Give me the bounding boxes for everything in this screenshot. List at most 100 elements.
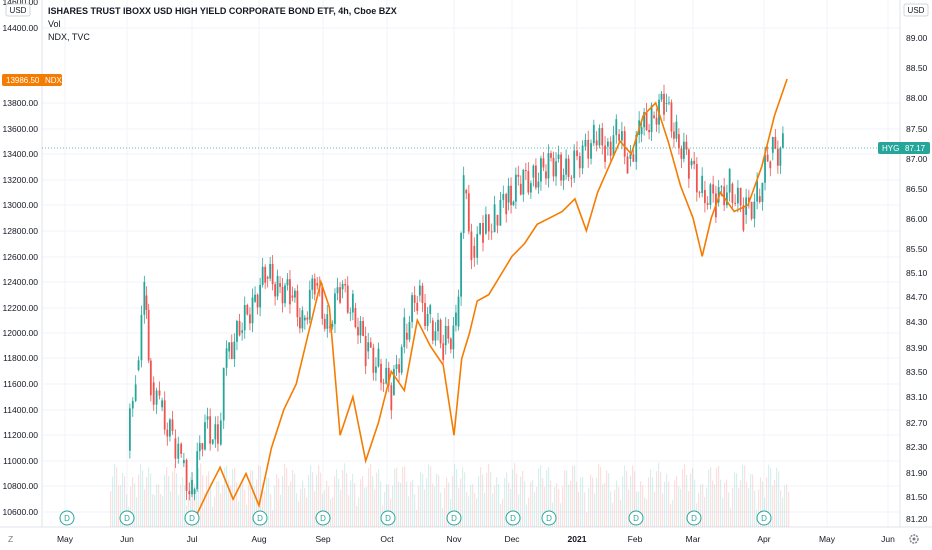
volume-bar: [524, 481, 526, 527]
dividend-marker[interactable]: D: [252, 510, 268, 526]
volume-bar: [658, 463, 660, 527]
right-tick-label: 87.00: [906, 154, 928, 164]
candle-body: [447, 326, 450, 339]
volume-bar: [542, 478, 544, 527]
volume-bar: [618, 486, 620, 527]
dividend-marker[interactable]: D: [446, 510, 462, 526]
dividend-label: D: [633, 514, 639, 523]
volume-bar: [516, 473, 518, 527]
candle-body: [328, 326, 331, 328]
dividend-marker[interactable]: D: [686, 510, 702, 526]
volume-bar: [484, 493, 486, 527]
candle-body: [169, 419, 171, 437]
dividend-marker[interactable]: D: [380, 510, 396, 526]
gear-icon-outer: [909, 534, 919, 544]
volume-bar: [592, 477, 594, 527]
candle-body: [251, 297, 254, 324]
left-tick-label: 11400.00: [3, 405, 38, 415]
timezone-icon[interactable]: Z: [8, 534, 13, 544]
volume-bar: [212, 506, 214, 527]
right-currency-badge[interactable]: USD: [903, 3, 929, 17]
left-currency-badge[interactable]: USD: [5, 3, 31, 17]
left-tick-label: 13200.00: [3, 175, 39, 185]
candle-body: [193, 489, 196, 495]
candle-body: [766, 154, 769, 162]
volume-bar: [622, 476, 624, 527]
candle-body: [678, 134, 680, 149]
candle-body: [476, 233, 479, 258]
volume-bar: [254, 486, 256, 527]
volume-bar: [654, 491, 656, 527]
volume-bar: [580, 477, 582, 527]
candle-body: [653, 115, 655, 118]
candle-body: [482, 223, 484, 243]
dividend-marker[interactable]: D: [119, 510, 135, 526]
candle-body: [557, 154, 560, 159]
candle-body: [236, 321, 238, 342]
dividend-marker[interactable]: D: [756, 510, 772, 526]
candle-body: [301, 310, 304, 329]
candle-body: [393, 368, 395, 395]
candle-body: [303, 317, 306, 321]
candle-body: [535, 165, 537, 188]
candle-body: [604, 145, 606, 162]
volume-bar: [292, 469, 294, 527]
volume-bar: [436, 473, 438, 527]
left-tick-label: 12800.00: [3, 226, 39, 236]
candle-body: [128, 408, 131, 451]
candle-body: [334, 293, 336, 325]
candle-body: [188, 490, 191, 495]
volume-bar: [228, 479, 230, 527]
volume-bar: [332, 497, 334, 527]
gear-icon[interactable]: [909, 534, 919, 544]
candle-body: [606, 141, 609, 147]
candle-body: [693, 160, 696, 165]
volume-bar: [676, 475, 678, 527]
volume-bar: [762, 481, 764, 527]
candle-body: [632, 154, 635, 162]
volume-bar: [720, 479, 722, 527]
candle-body: [519, 183, 522, 195]
dividend-marker[interactable]: D: [628, 510, 644, 526]
volume-bar: [196, 487, 198, 527]
candle-body: [747, 197, 750, 202]
volume-bar: [110, 491, 112, 527]
candle-body: [166, 429, 169, 437]
dividend-marker[interactable]: D: [505, 510, 521, 526]
volume-bar: [244, 489, 246, 527]
dividend-marker[interactable]: D: [59, 510, 75, 526]
volume-bar: [392, 485, 394, 527]
volume-bar: [182, 477, 184, 527]
candle-body: [219, 420, 222, 445]
volume-bar: [400, 482, 402, 527]
volume-bar: [570, 481, 572, 527]
volume-bar: [520, 476, 522, 527]
dividend-marker[interactable]: D: [315, 510, 331, 526]
time-tick-label: Mar: [686, 534, 701, 544]
chart-legend: ISHARES TRUST IBOXX USD HIGH YIELD CORPO…: [48, 5, 397, 44]
candle-body: [313, 278, 316, 295]
volume-bar: [478, 476, 480, 527]
volume-bar: [144, 489, 146, 527]
volume-bar: [642, 485, 644, 527]
volume-bar: [396, 467, 398, 527]
volume-bar: [490, 471, 492, 527]
candle-body: [145, 295, 148, 310]
candle-body: [621, 131, 623, 141]
dividend-marker[interactable]: D: [541, 510, 557, 526]
volume-bar: [370, 464, 372, 527]
candle-body: [259, 284, 262, 308]
candle-body: [470, 231, 473, 261]
candle-body: [418, 285, 421, 296]
dividend-marker[interactable]: D: [184, 510, 200, 526]
candle-body: [675, 121, 678, 139]
candle-body: [233, 341, 236, 360]
candle-body: [140, 314, 143, 361]
time-tick-label: Dec: [504, 534, 520, 544]
volume-bar: [300, 488, 302, 527]
volume-bar: [680, 488, 682, 527]
volume-bar: [406, 481, 408, 527]
volume-bar: [498, 484, 500, 527]
volume-bar: [694, 479, 696, 527]
